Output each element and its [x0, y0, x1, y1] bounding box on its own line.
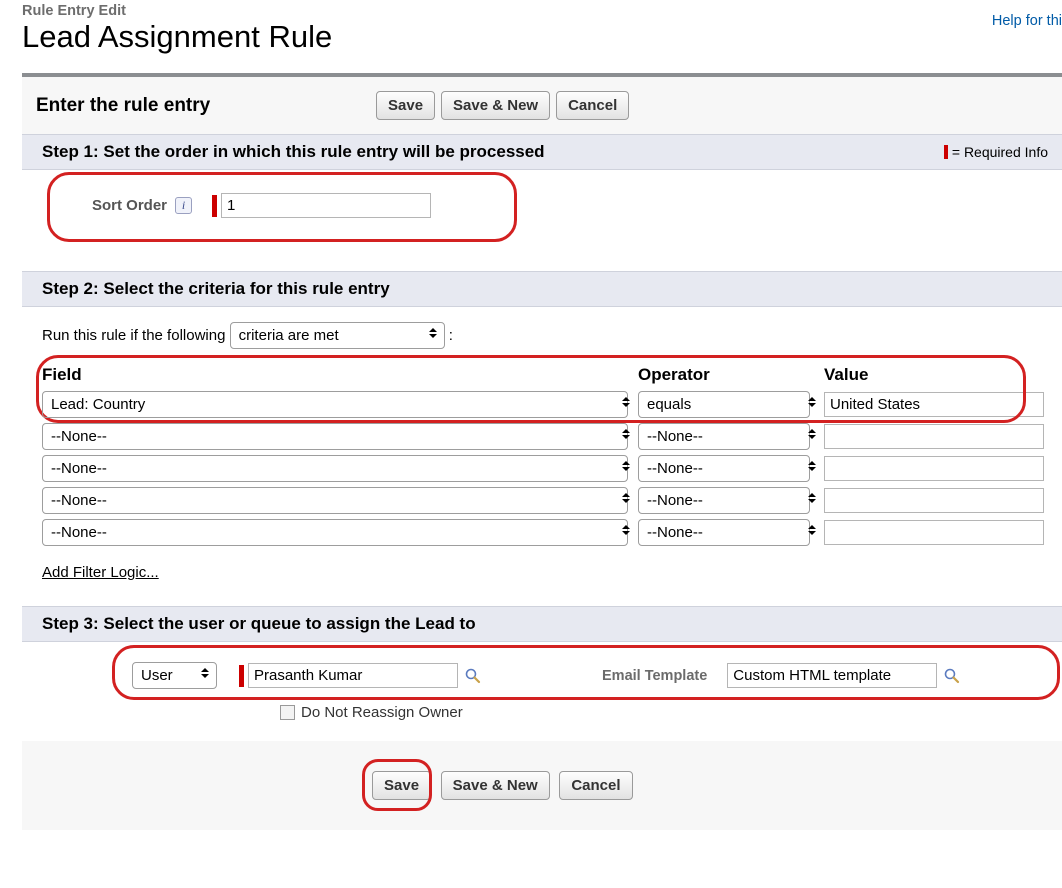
save-button-top[interactable]: Save — [376, 91, 435, 120]
step2-title: Step 2: Select the criteria for this rul… — [42, 279, 390, 299]
save-new-button-bottom[interactable]: Save & New — [441, 771, 550, 800]
col-header-operator: Operator — [638, 365, 824, 385]
criteria-value-input[interactable] — [824, 424, 1044, 449]
run-rule-suffix: : — [449, 327, 453, 344]
cancel-button-bottom[interactable]: Cancel — [559, 771, 632, 800]
step3-title: Step 3: Select the user or queue to assi… — [42, 614, 476, 634]
required-indicator — [212, 195, 217, 217]
step1-title: Step 1: Set the order in which this rule… — [42, 142, 545, 162]
criteria-operator-select[interactable]: --None-- — [638, 519, 810, 546]
do-not-reassign-checkbox[interactable] — [280, 705, 295, 720]
assignee-name-input[interactable] — [248, 663, 458, 688]
criteria-operator-select[interactable]: --None-- — [638, 455, 810, 482]
criteria-operator-select[interactable]: --None-- — [638, 487, 810, 514]
page-title: Lead Assignment Rule — [22, 19, 332, 55]
cancel-button-top[interactable]: Cancel — [556, 91, 629, 120]
criteria-value-input[interactable] — [824, 392, 1044, 417]
sort-order-input[interactable] — [221, 193, 431, 218]
criteria-field-select[interactable]: --None-- — [42, 423, 628, 450]
run-rule-prefix: Run this rule if the following — [42, 327, 225, 344]
criteria-field-select[interactable]: Lead: Country — [42, 391, 628, 418]
section-title: Enter the rule entry — [36, 95, 376, 117]
criteria-operator-select[interactable]: equals — [638, 391, 810, 418]
save-new-button-top[interactable]: Save & New — [441, 91, 550, 120]
criteria-operator-select[interactable]: --None-- — [638, 423, 810, 450]
save-button-bottom[interactable]: Save — [372, 771, 431, 800]
do-not-reassign-label: Do Not Reassign Owner — [301, 704, 463, 721]
criteria-row: --None-- --None-- — [42, 423, 1042, 450]
col-header-value: Value — [824, 365, 1042, 385]
criteria-row: Lead: Country equals — [42, 391, 1042, 418]
help-link[interactable]: Help for thi — [992, 3, 1062, 55]
criteria-field-select[interactable]: --None-- — [42, 487, 628, 514]
lookup-icon[interactable] — [943, 667, 961, 685]
criteria-row: --None-- --None-- — [42, 519, 1042, 546]
required-legend: = Required Info — [944, 144, 1048, 160]
email-template-input[interactable] — [727, 663, 937, 688]
info-icon[interactable]: i — [175, 197, 192, 214]
criteria-value-input[interactable] — [824, 488, 1044, 513]
assignee-type-select[interactable]: User — [132, 662, 217, 689]
col-header-field: Field — [42, 365, 638, 385]
sort-order-label: Sort Order — [92, 197, 167, 214]
criteria-mode-select[interactable]: criteria are met — [230, 322, 445, 349]
criteria-row: --None-- --None-- — [42, 487, 1042, 514]
criteria-value-input[interactable] — [824, 456, 1044, 481]
criteria-row: --None-- --None-- — [42, 455, 1042, 482]
add-filter-logic-link[interactable]: Add Filter Logic... — [42, 564, 1042, 581]
criteria-value-input[interactable] — [824, 520, 1044, 545]
required-indicator — [239, 665, 244, 687]
email-template-label: Email Template — [602, 668, 707, 684]
criteria-field-select[interactable]: --None-- — [42, 455, 628, 482]
breadcrumb: Rule Entry Edit — [22, 3, 332, 19]
criteria-field-select[interactable]: --None-- — [42, 519, 628, 546]
lookup-icon[interactable] — [464, 667, 482, 685]
